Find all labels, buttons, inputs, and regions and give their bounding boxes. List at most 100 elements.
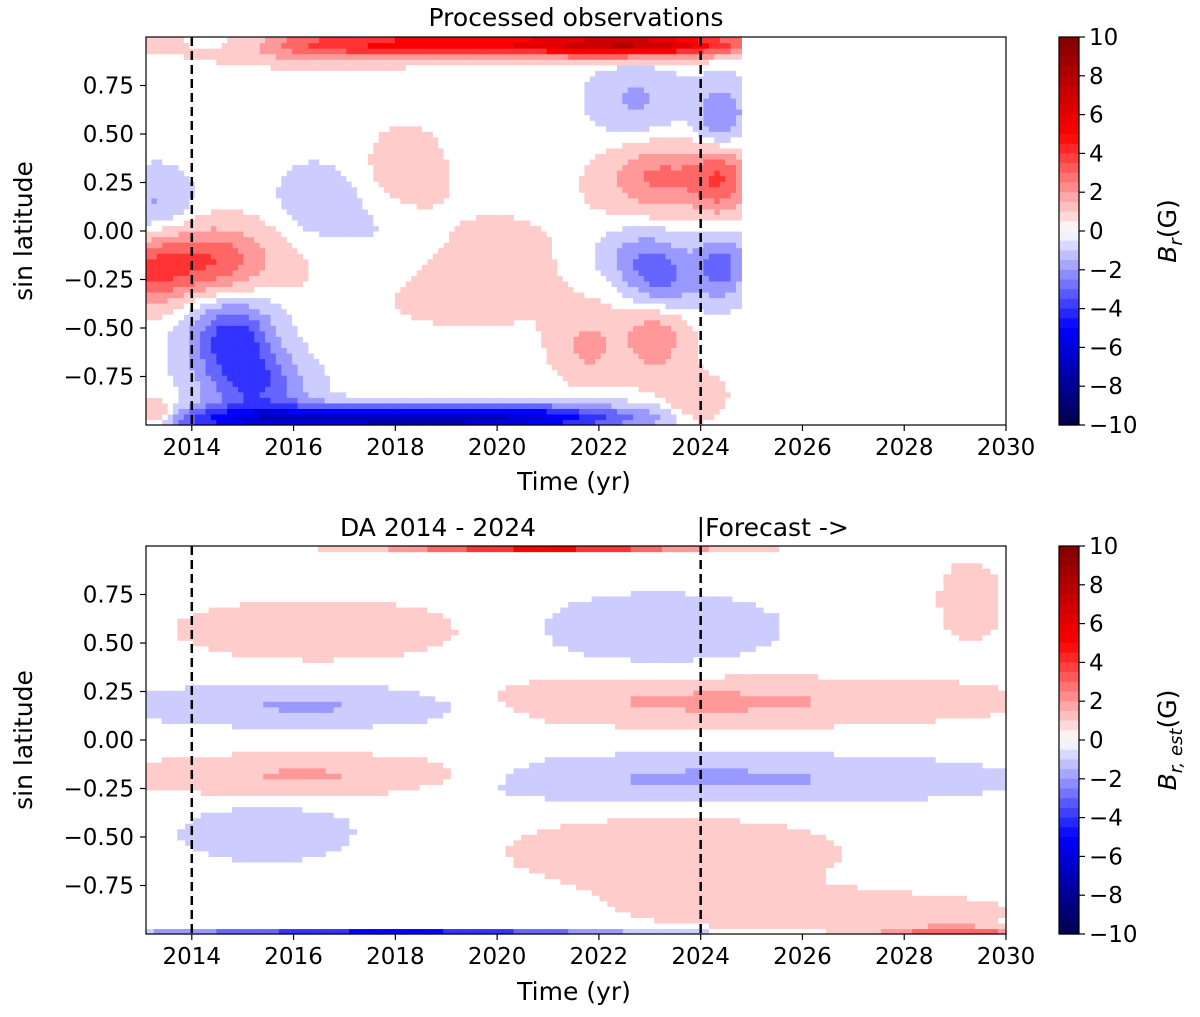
heatmap-cell (330, 158, 337, 166)
heatmap-cell (238, 247, 245, 254)
heatmap-cell (351, 364, 358, 371)
heatmap-cell (335, 153, 342, 160)
heatmap-cell (319, 214, 326, 221)
heatmap-cell (427, 341, 434, 348)
heatmap-cell (492, 375, 499, 382)
heatmap-cell (362, 70, 369, 77)
heatmap-cell (514, 358, 521, 365)
heatmap-cell (427, 86, 434, 94)
heatmap-cell (340, 170, 347, 177)
heatmap-cell (524, 136, 531, 143)
heatmap-cell (205, 158, 212, 166)
heatmap-cell (492, 181, 499, 188)
heatmap-cell (524, 319, 531, 326)
heatmap-cell (465, 402, 472, 409)
heatmap-cell (324, 192, 331, 199)
heatmap-cell (151, 369, 158, 376)
heatmap-cell (178, 419, 185, 426)
heatmap-cell (205, 291, 212, 299)
heatmap-cell (394, 225, 401, 232)
heatmap-cell (178, 336, 185, 343)
heatmap-cell (481, 158, 488, 166)
heatmap-cell (173, 319, 180, 326)
heatmap-cell (189, 369, 196, 376)
heatmap-cell (200, 303, 207, 310)
heatmap-cell (459, 280, 466, 288)
heatmap-cell (405, 203, 412, 210)
heatmap-cell (530, 314, 537, 321)
heatmap-cell (438, 142, 445, 149)
heatmap-cell (194, 258, 201, 265)
heatmap-cell (254, 319, 261, 326)
heatmap-cell (281, 253, 288, 260)
heatmap-cell (313, 203, 320, 210)
heatmap-cell (286, 297, 293, 304)
heatmap-cell (216, 231, 223, 238)
heatmap-cell (205, 297, 212, 304)
heatmap-cell (238, 219, 245, 227)
heatmap-cell (497, 275, 504, 282)
heatmap-cell (151, 37, 158, 44)
heatmap-cell (346, 64, 353, 71)
heatmap-cell (422, 37, 429, 44)
heatmap-cell (265, 397, 272, 404)
heatmap-cell (400, 286, 407, 293)
heatmap-cell (308, 37, 315, 44)
heatmap-cell (422, 336, 429, 343)
heatmap-cell (281, 225, 288, 232)
heatmap-cell (167, 181, 174, 188)
heatmap-cell (427, 247, 434, 254)
heatmap-cell (156, 86, 163, 94)
heatmap-cell (486, 120, 494, 127)
heatmap-cell (292, 53, 299, 60)
heatmap-cell (248, 364, 255, 371)
heatmap-cell (286, 175, 293, 182)
heatmap-cell (524, 308, 531, 315)
heatmap-cell (438, 413, 445, 421)
heatmap-cell (156, 37, 163, 44)
heatmap-cell (270, 303, 277, 310)
heatmap-cell (167, 286, 174, 293)
heatmap-cell (286, 330, 293, 337)
heatmap-cell (378, 125, 385, 132)
heatmap-cell (346, 208, 353, 215)
heatmap-cell (324, 75, 331, 82)
heatmap-cell (302, 97, 309, 105)
heatmap-cell (297, 269, 304, 276)
heatmap-cell (422, 114, 429, 121)
heatmap-cell (313, 75, 320, 82)
heatmap-cell (297, 181, 304, 188)
heatmap-cell (508, 264, 515, 271)
heatmap-cell (432, 347, 439, 354)
heatmap-cell (438, 325, 445, 332)
heatmap-cell (313, 53, 320, 60)
heatmap-cell (503, 142, 510, 149)
heatmap-cell (248, 75, 255, 82)
heatmap-cell (259, 380, 266, 387)
heatmap-cell (373, 142, 380, 149)
heatmap-cell (503, 42, 510, 49)
heatmap-cell (476, 336, 483, 343)
heatmap-cell (319, 59, 326, 66)
heatmap-cell (486, 53, 494, 60)
heatmap-cell (151, 253, 158, 260)
heatmap-cell (146, 413, 153, 421)
heatmap-cell (146, 247, 153, 254)
heatmap-cell (243, 48, 250, 55)
heatmap-cell (248, 208, 255, 215)
heatmap-cell (151, 214, 158, 221)
heatmap-cell (476, 286, 483, 293)
heatmap-cell (340, 352, 347, 360)
heatmap-cell (275, 114, 282, 121)
heatmap-cell (394, 319, 401, 326)
heatmap-cell (422, 380, 429, 387)
heatmap-cell (351, 192, 358, 199)
heatmap-cell (167, 170, 174, 177)
heatmap-cell (183, 297, 190, 304)
heatmap-cell (486, 336, 494, 343)
heatmap-cell (351, 386, 358, 393)
heatmap-cell (265, 81, 272, 88)
heatmap-cell (270, 413, 277, 421)
heatmap-cell (508, 97, 515, 105)
heatmap-cell (508, 164, 515, 171)
